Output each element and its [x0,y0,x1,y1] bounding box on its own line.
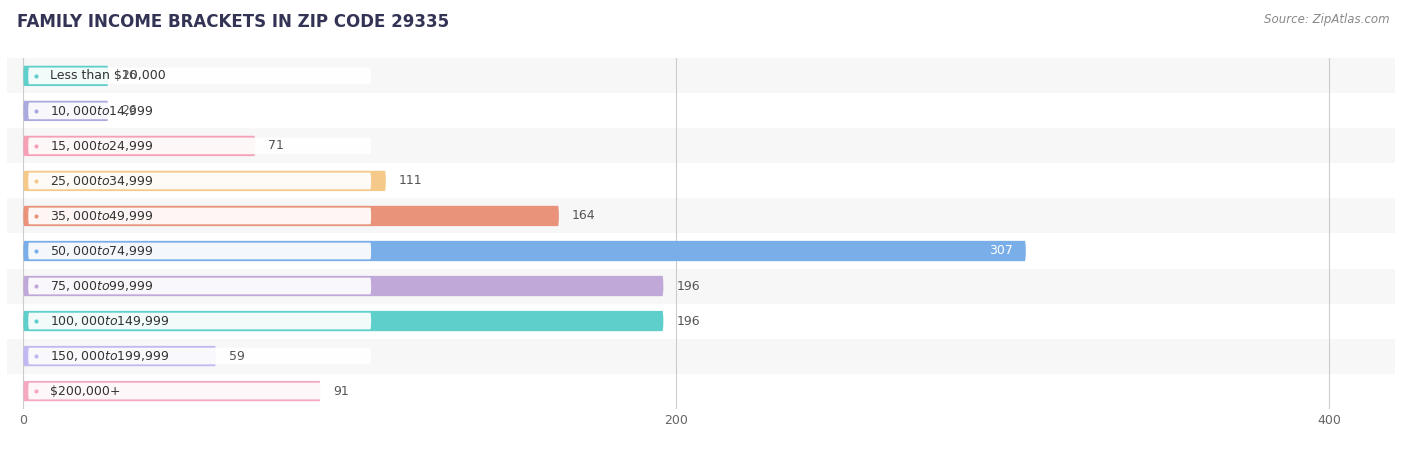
FancyBboxPatch shape [28,277,371,295]
Bar [7,269,1395,304]
FancyBboxPatch shape [28,383,371,400]
FancyBboxPatch shape [24,66,108,86]
FancyBboxPatch shape [28,207,371,224]
FancyBboxPatch shape [24,381,321,401]
Text: $15,000 to $24,999: $15,000 to $24,999 [51,139,153,153]
Text: $10,000 to $14,999: $10,000 to $14,999 [51,104,153,118]
Text: Less than $10,000: Less than $10,000 [51,70,166,82]
Text: $150,000 to $199,999: $150,000 to $199,999 [51,349,169,363]
Text: 91: 91 [333,385,349,397]
Text: Source: ZipAtlas.com: Source: ZipAtlas.com [1264,13,1389,26]
Text: $100,000 to $149,999: $100,000 to $149,999 [51,314,169,328]
FancyBboxPatch shape [24,346,217,366]
Bar [7,163,1395,198]
FancyBboxPatch shape [24,171,385,191]
FancyBboxPatch shape [28,242,371,260]
FancyBboxPatch shape [28,348,371,365]
Text: 196: 196 [676,315,700,327]
Text: 164: 164 [572,210,596,222]
Text: 71: 71 [269,140,284,152]
FancyBboxPatch shape [28,172,371,189]
Text: $35,000 to $49,999: $35,000 to $49,999 [51,209,153,223]
FancyBboxPatch shape [24,311,664,331]
Bar [7,339,1395,374]
Bar [7,58,1395,93]
Text: $75,000 to $99,999: $75,000 to $99,999 [51,279,153,293]
Bar [7,93,1395,128]
Text: $50,000 to $74,999: $50,000 to $74,999 [51,244,153,258]
FancyBboxPatch shape [28,102,371,119]
Text: 26: 26 [121,105,136,117]
FancyBboxPatch shape [28,67,371,84]
FancyBboxPatch shape [28,137,371,154]
Bar [7,128,1395,163]
Text: 26: 26 [121,70,136,82]
Bar [7,304,1395,339]
Text: 196: 196 [676,280,700,292]
FancyBboxPatch shape [24,276,664,296]
Text: 111: 111 [399,175,422,187]
Text: FAMILY INCOME BRACKETS IN ZIP CODE 29335: FAMILY INCOME BRACKETS IN ZIP CODE 29335 [17,13,449,31]
FancyBboxPatch shape [24,101,108,121]
Text: 307: 307 [988,245,1012,257]
FancyBboxPatch shape [24,206,558,226]
Text: $25,000 to $34,999: $25,000 to $34,999 [51,174,153,188]
FancyBboxPatch shape [24,136,254,156]
FancyBboxPatch shape [24,241,1026,261]
Text: 59: 59 [229,350,245,362]
FancyBboxPatch shape [28,313,371,330]
Bar [7,374,1395,409]
Text: $200,000+: $200,000+ [51,385,121,397]
Bar [7,233,1395,269]
Bar [7,198,1395,233]
